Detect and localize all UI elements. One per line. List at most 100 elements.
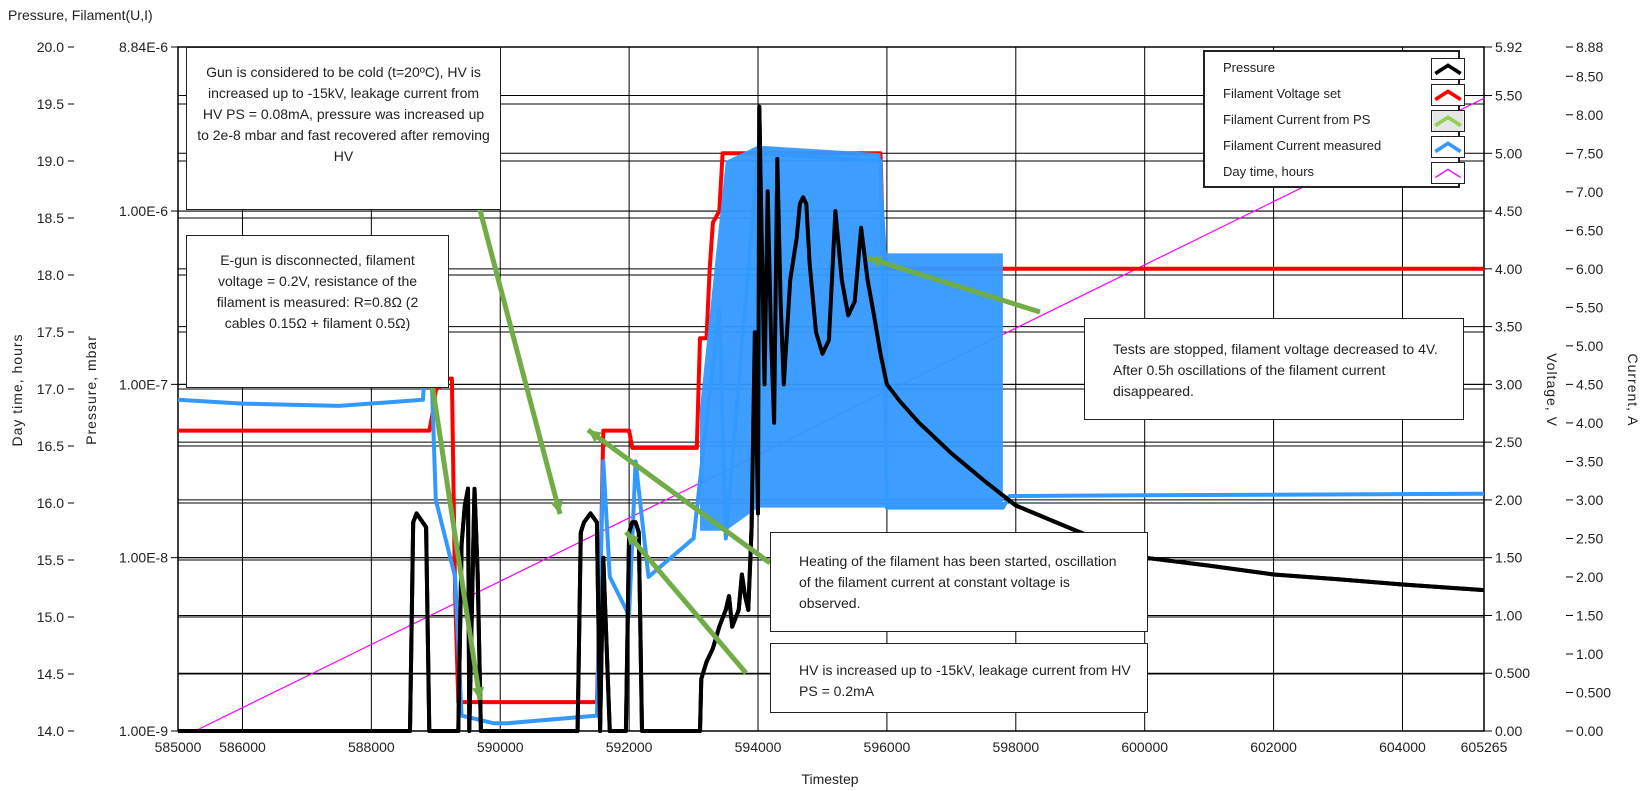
day-time-tick-label: 14.5 bbox=[37, 666, 64, 682]
x-tick-label: 586000 bbox=[219, 739, 266, 755]
current-tick-label: 6.50 bbox=[1576, 222, 1603, 238]
day-time-tick-label: 18.0 bbox=[37, 267, 64, 283]
legend-swatch-current-measured bbox=[1431, 136, 1465, 158]
voltage-tick-label: 5.00 bbox=[1495, 145, 1522, 161]
annotation-disconnected: E-gun is disconnected, filament voltage … bbox=[186, 235, 449, 388]
x-axis-title: Timestep bbox=[801, 771, 858, 787]
current-tick-label: 1.50 bbox=[1576, 607, 1603, 623]
x-tick-label: 602000 bbox=[1250, 739, 1297, 755]
series-line-pressure-top bbox=[178, 104, 1485, 733]
x-tick-label: 588000 bbox=[348, 739, 395, 755]
current-tick-label: 1.00 bbox=[1576, 646, 1603, 662]
legend-swatch-voltage bbox=[1431, 84, 1465, 106]
current-tick-label: 8.88 bbox=[1576, 39, 1603, 55]
annotation-arrow-head bbox=[550, 500, 563, 514]
chart-top-title: Pressure, Filament(U,I) bbox=[8, 7, 153, 23]
annotation-arrow-shaft bbox=[624, 530, 748, 675]
voltage-tick-label: 5.50 bbox=[1495, 88, 1522, 104]
arrows bbox=[427, 209, 1041, 701]
voltage-axis-title: Voltage, V bbox=[1544, 353, 1560, 427]
current-tick-label: 2.50 bbox=[1576, 530, 1603, 546]
x-tick-label: 592000 bbox=[606, 739, 653, 755]
day-time-axis-title: Day time, hours bbox=[9, 333, 25, 446]
legend-label: Filament Current from PS bbox=[1223, 112, 1371, 127]
legend-swatch-day-time bbox=[1431, 162, 1465, 184]
x-tick-label: 600000 bbox=[1121, 739, 1168, 755]
annotation-arrow-head bbox=[472, 686, 485, 700]
pressure-tick-label: 1.00E-9 bbox=[119, 723, 168, 739]
voltage-tick-label: 5.92 bbox=[1495, 39, 1522, 55]
series-layer bbox=[177, 97, 1485, 733]
pressure-tick-label: 8.84E-6 bbox=[119, 39, 168, 55]
annotation-stopped: Tests are stopped, filament voltage decr… bbox=[1084, 318, 1464, 420]
voltage-tick-label: 2.00 bbox=[1495, 492, 1522, 508]
current-tick-label: 8.00 bbox=[1576, 107, 1603, 123]
legend-item-voltage: Filament Voltage set bbox=[1223, 82, 1465, 108]
annotation-arrow-head bbox=[626, 532, 639, 546]
voltage-tick-label: 2.50 bbox=[1495, 434, 1522, 450]
voltage-tick-label: 1.00 bbox=[1495, 607, 1522, 623]
axes-layer: 585000 586000 588000 590000 592000 594000 5960… bbox=[37, 39, 1611, 755]
legend-item-current-ps: Filament Current from PS bbox=[1223, 108, 1465, 134]
annotation-arrow-shaft bbox=[427, 369, 483, 701]
day-time-tick-label: 20.0 bbox=[37, 39, 64, 55]
legend: Pressure Filament Voltage set Filament C… bbox=[1203, 50, 1465, 188]
voltage-tick-label: 0.00 bbox=[1495, 723, 1522, 739]
annotation-arrow-head bbox=[868, 255, 882, 268]
pressure-tick-label: 1.00E-7 bbox=[119, 376, 168, 392]
current-tick-label: 4.50 bbox=[1576, 376, 1603, 392]
x-tick-label: 605265 bbox=[1461, 739, 1508, 755]
pressure-tick-label: 1.00E-8 bbox=[119, 550, 168, 566]
day-time-tick-label: 19.0 bbox=[37, 153, 64, 169]
current-tick-label: 6.00 bbox=[1576, 261, 1603, 277]
annotation-arrow-head bbox=[588, 430, 602, 443]
legend-swatch-current-ps bbox=[1431, 110, 1465, 132]
legend-label: Day time, hours bbox=[1223, 164, 1315, 179]
voltage-tick-label: 1.50 bbox=[1495, 550, 1522, 566]
legend-label: Pressure bbox=[1223, 60, 1276, 75]
current-tick-label: 8.50 bbox=[1576, 68, 1603, 84]
current-tick-label: 2.00 bbox=[1576, 569, 1603, 585]
day-time-tick-label: 17.0 bbox=[37, 381, 64, 397]
day-time-tick-label: 16.0 bbox=[37, 495, 64, 511]
current-tick-label: 0.500 bbox=[1576, 684, 1611, 700]
x-tick-label: 594000 bbox=[735, 739, 782, 755]
current-tick-label: 4.00 bbox=[1576, 415, 1603, 431]
legend-item-pressure: Pressure bbox=[1223, 56, 1465, 82]
current-tick-label: 7.50 bbox=[1576, 145, 1603, 161]
day-time-tick-label: 18.5 bbox=[37, 210, 64, 226]
day-time-tick-label: 17.5 bbox=[37, 324, 64, 340]
annotation-arrow-shaft bbox=[586, 427, 772, 566]
legend-item-current-measured: Filament Current measured bbox=[1223, 134, 1465, 160]
current-tick-label: 5.00 bbox=[1576, 338, 1603, 354]
day-time-tick-label: 16.5 bbox=[37, 438, 64, 454]
current-tick-label: 3.00 bbox=[1576, 492, 1603, 508]
current-tick-label: 7.00 bbox=[1576, 184, 1603, 200]
legend-item-day-time: Day time, hours bbox=[1223, 160, 1465, 186]
annotation-arrow-shaft bbox=[867, 255, 1041, 315]
x-tick-label: 585000 bbox=[155, 739, 202, 755]
day-time-tick-label: 15.0 bbox=[37, 609, 64, 625]
current-tick-label: 3.50 bbox=[1576, 453, 1603, 469]
current-tick-label: 0.00 bbox=[1576, 723, 1603, 739]
day-time-tick-label: 14.0 bbox=[37, 723, 64, 739]
pressure-axis-title: Pressure, mbar bbox=[83, 335, 99, 445]
legend-label: Filament Current measured bbox=[1223, 138, 1382, 153]
voltage-tick-label: 3.00 bbox=[1495, 376, 1522, 392]
legend-swatch-pressure bbox=[1431, 58, 1465, 80]
annotation-arrow-shaft bbox=[477, 209, 563, 515]
x-tick-label: 604000 bbox=[1379, 739, 1426, 755]
voltage-tick-label: 4.00 bbox=[1495, 261, 1522, 277]
current-axis-title: Current, A bbox=[1625, 353, 1641, 426]
x-tick-label: 596000 bbox=[864, 739, 911, 755]
voltage-tick-label: 3.50 bbox=[1495, 319, 1522, 335]
voltage-tick-label: 0.500 bbox=[1495, 665, 1530, 681]
day-time-tick-label: 19.5 bbox=[37, 96, 64, 112]
x-tick-label: 590000 bbox=[477, 739, 524, 755]
annotation-cold-gun: Gun is considered to be cold (t=20ºC), H… bbox=[186, 47, 501, 210]
day-time-tick-label: 15.5 bbox=[37, 552, 64, 568]
legend-label: Filament Voltage set bbox=[1223, 86, 1341, 101]
voltage-tick-label: 4.50 bbox=[1495, 203, 1522, 219]
current-tick-label: 5.50 bbox=[1576, 299, 1603, 315]
annotation-heating: Heating of the filament has been started… bbox=[770, 532, 1148, 632]
